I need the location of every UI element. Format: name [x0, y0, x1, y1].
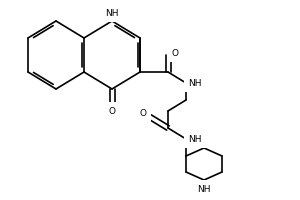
Text: O: O — [109, 106, 116, 116]
Text: NH: NH — [188, 134, 202, 144]
Text: NH: NH — [188, 78, 202, 88]
Text: NH: NH — [105, 8, 119, 18]
Text: O: O — [172, 48, 178, 58]
Text: NH: NH — [197, 184, 211, 194]
Text: O: O — [140, 108, 146, 117]
